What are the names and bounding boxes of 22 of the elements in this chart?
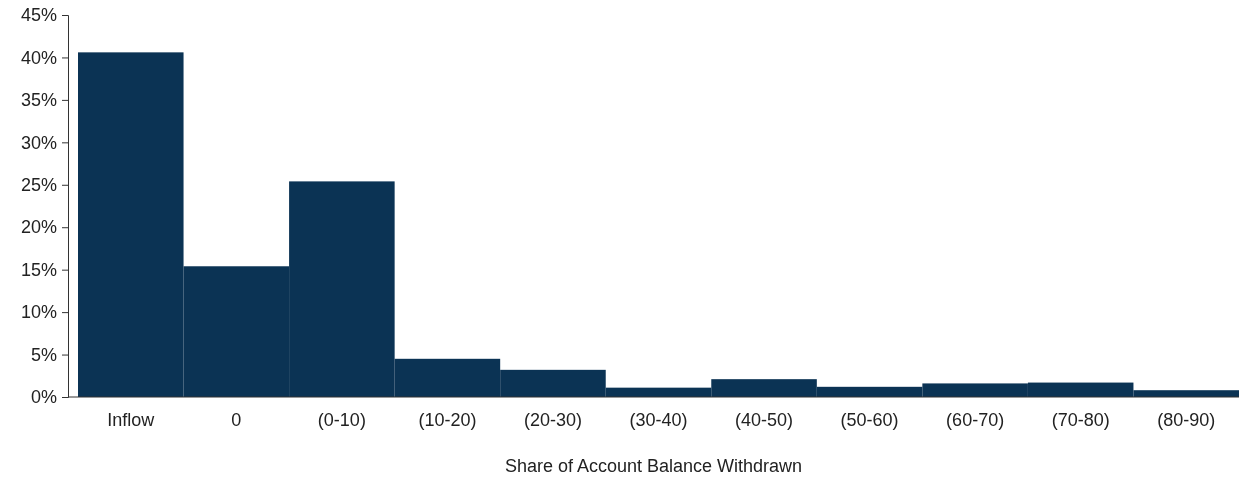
y-tick-label: 5%: [30, 344, 57, 365]
y-tick-label: 35%: [20, 90, 57, 111]
x-tick-label: Inflow: [107, 409, 156, 430]
y-tick-label: 15%: [20, 259, 57, 280]
x-tick-label: (30-40): [629, 409, 688, 430]
y-tick-label: 30%: [20, 132, 57, 153]
x-tick-label: (50-60): [840, 409, 899, 430]
x-tick-label: (20-30): [523, 409, 582, 430]
x-tick-label: (70-80): [1051, 409, 1110, 430]
y-tick-label: 10%: [20, 302, 57, 323]
x-tick-label: (60-70): [946, 409, 1005, 430]
y-tick-label: 25%: [20, 175, 57, 196]
x-tick-label: (0-10): [317, 409, 366, 430]
x-tick-label: (40-50): [735, 409, 794, 430]
x-tick-label: (80-90): [1157, 409, 1216, 430]
y-tick-label: 0%: [30, 387, 57, 408]
y-tick-label: 40%: [20, 47, 57, 68]
x-tick-label: (10-20): [418, 409, 477, 430]
x-tick-label: 0: [231, 409, 242, 430]
x-axis-title: Share of Account Balance Withdrawn: [504, 456, 803, 476]
y-tick-label: 20%: [20, 217, 57, 238]
y-tick-label: 45%: [20, 5, 57, 26]
